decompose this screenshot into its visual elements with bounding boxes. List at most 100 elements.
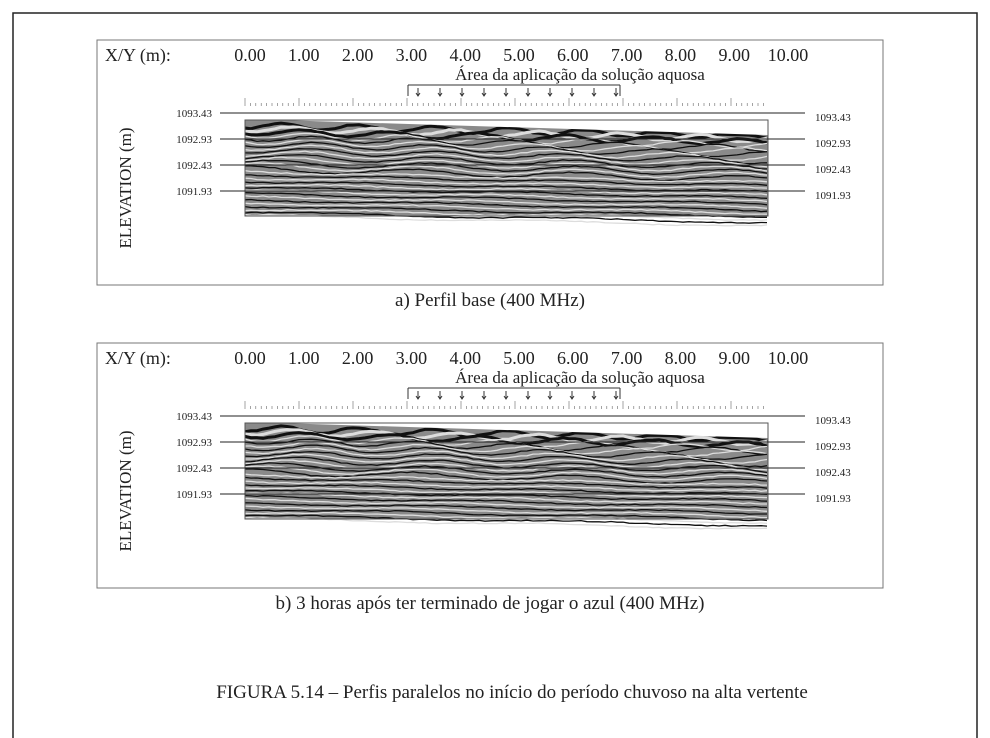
- area-bracket: [407, 84, 621, 96]
- area-arrow: [525, 88, 531, 97]
- reflector: [244, 480, 768, 492]
- x-tick-label: 5.00: [503, 348, 535, 368]
- area-arrow: [569, 88, 575, 97]
- area-arrow: [569, 391, 575, 400]
- x-tick-label: 7.00: [611, 45, 643, 65]
- x-tick-label: 2.00: [342, 45, 374, 65]
- figure-caption: FIGURA 5.14 – Perfis paralelos no início…: [216, 682, 808, 703]
- x-tick-label: 10.00: [768, 348, 809, 368]
- area-arrow: [481, 88, 487, 97]
- reflector: [244, 189, 768, 203]
- area-arrow: [415, 88, 421, 97]
- area-arrow: [481, 391, 487, 400]
- reflector: [244, 209, 768, 222]
- elevation-label-left: 1091.93: [176, 489, 212, 501]
- elevation-label-left: 1093.43: [176, 108, 212, 120]
- reflector: [244, 444, 768, 461]
- reflector: [244, 497, 768, 512]
- x-tick-label: 9.00: [718, 348, 750, 368]
- elevation-label-right: 1092.43: [815, 164, 851, 176]
- reflector: [244, 150, 768, 168]
- reflector: [244, 476, 768, 489]
- area-arrow: [547, 88, 553, 97]
- panel-frame: [96, 39, 884, 286]
- reflector: [245, 174, 768, 186]
- area-label: Área da aplicação da solução aquosa: [455, 368, 705, 387]
- x-tick-label: 1.00: [288, 45, 320, 65]
- radargram: [244, 418, 769, 530]
- reflector: [244, 183, 768, 196]
- reflector: [244, 468, 768, 485]
- area-arrow: [459, 88, 465, 97]
- reflector: [245, 517, 768, 530]
- reflector: [244, 132, 768, 149]
- reflector: [244, 424, 768, 443]
- x-tick-label: 9.00: [718, 45, 750, 65]
- y-label: ELEVATION (m): [116, 430, 135, 551]
- reflector: [244, 198, 768, 213]
- x-tick-label: 3.00: [396, 45, 428, 65]
- x-tick-label: 2.00: [342, 348, 374, 368]
- reflector: [244, 447, 768, 464]
- area-arrow: [525, 391, 531, 400]
- reflector: [244, 144, 768, 161]
- reflector: [244, 462, 768, 478]
- elevation-label-left: 1092.43: [176, 160, 212, 172]
- elevation-label-left: 1092.93: [176, 437, 212, 449]
- elevation-label-right: 1093.43: [815, 415, 851, 427]
- elevation-label-right: 1092.93: [815, 138, 851, 150]
- x-tick-label: 10.00: [768, 45, 809, 65]
- panel-caption: b) 3 horas após ter terminado de jogar o…: [276, 593, 705, 614]
- panel-frame: [96, 342, 884, 589]
- area-arrow: [613, 391, 619, 400]
- elevation-label-left: 1092.93: [176, 134, 212, 146]
- reflector: [244, 192, 768, 206]
- reflector: [244, 195, 768, 209]
- area-arrow: [415, 391, 421, 400]
- x-tick-label: 0.00: [234, 348, 266, 368]
- area-arrow: [613, 88, 619, 97]
- reflector: [244, 486, 768, 499]
- x-tick-label: 6.00: [557, 348, 589, 368]
- elevation-label-left: 1091.93: [176, 186, 212, 198]
- area-arrow: [437, 391, 443, 400]
- reflector: [244, 435, 768, 452]
- reflector: [244, 211, 768, 224]
- reflector: [244, 473, 767, 486]
- reflector: [244, 502, 767, 515]
- reflector: [244, 202, 768, 215]
- reflector: [244, 509, 768, 522]
- elevation-label-right: 1092.43: [815, 467, 851, 479]
- reflector: [244, 514, 768, 527]
- area-bracket: [407, 387, 621, 399]
- reflector: [244, 512, 768, 525]
- radargram: [244, 115, 769, 227]
- elevation-label-left: 1092.43: [176, 463, 212, 475]
- reflector: [244, 121, 768, 140]
- radargram-frame: [244, 422, 769, 520]
- area-arrow: [459, 391, 465, 400]
- elevation-label-left: 1093.43: [176, 411, 212, 423]
- reflector: [244, 159, 768, 175]
- elevation-label-right: 1093.43: [815, 112, 851, 124]
- x-tick-label: 3.00: [396, 348, 428, 368]
- x-tick-label: 8.00: [665, 348, 697, 368]
- reflector: [244, 489, 768, 502]
- reflector: [244, 494, 768, 509]
- reflector: [244, 465, 768, 481]
- x-tick-label: 4.00: [449, 45, 481, 65]
- reflector: [244, 170, 768, 183]
- reflector: [244, 428, 768, 447]
- x-label: X/Y (m):: [105, 348, 171, 369]
- elevation-label-right: 1091.93: [815, 190, 851, 202]
- radargram-frame: [244, 119, 769, 217]
- elevation-label-right: 1091.93: [815, 493, 851, 505]
- reflector: [244, 148, 768, 165]
- reflector: [244, 165, 768, 182]
- reflector: [244, 213, 768, 227]
- area-arrow: [547, 391, 553, 400]
- reflector: [244, 505, 767, 519]
- reflector: [244, 125, 768, 144]
- reflector: [244, 205, 767, 218]
- x-tick-label: 5.00: [503, 45, 535, 65]
